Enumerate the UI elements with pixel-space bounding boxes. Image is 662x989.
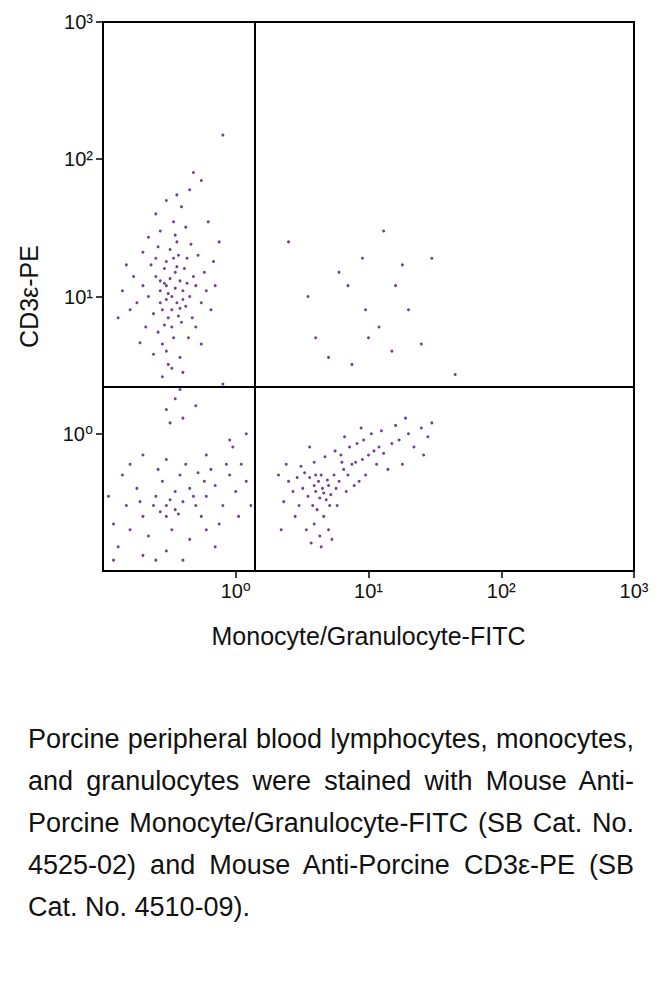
svg-text:10⁰: 10⁰ (63, 423, 93, 445)
svg-text:10³: 10³ (64, 11, 93, 33)
svg-text:CD3ε-PE: CD3ε-PE (15, 245, 43, 348)
svg-text:Monocyte/Granulocyte-FITC: Monocyte/Granulocyte-FITC (212, 622, 526, 650)
svg-text:10²: 10² (64, 148, 93, 170)
svg-text:10¹: 10¹ (354, 580, 383, 602)
svg-text:10¹: 10¹ (64, 286, 93, 308)
svg-text:10³: 10³ (620, 580, 649, 602)
svg-text:10²: 10² (487, 580, 516, 602)
svg-text:10⁰: 10⁰ (221, 580, 251, 602)
html-text:Porcine peripheral blood lymph: Porcine peripheral blood lymphocytes, mo… (28, 724, 634, 922)
